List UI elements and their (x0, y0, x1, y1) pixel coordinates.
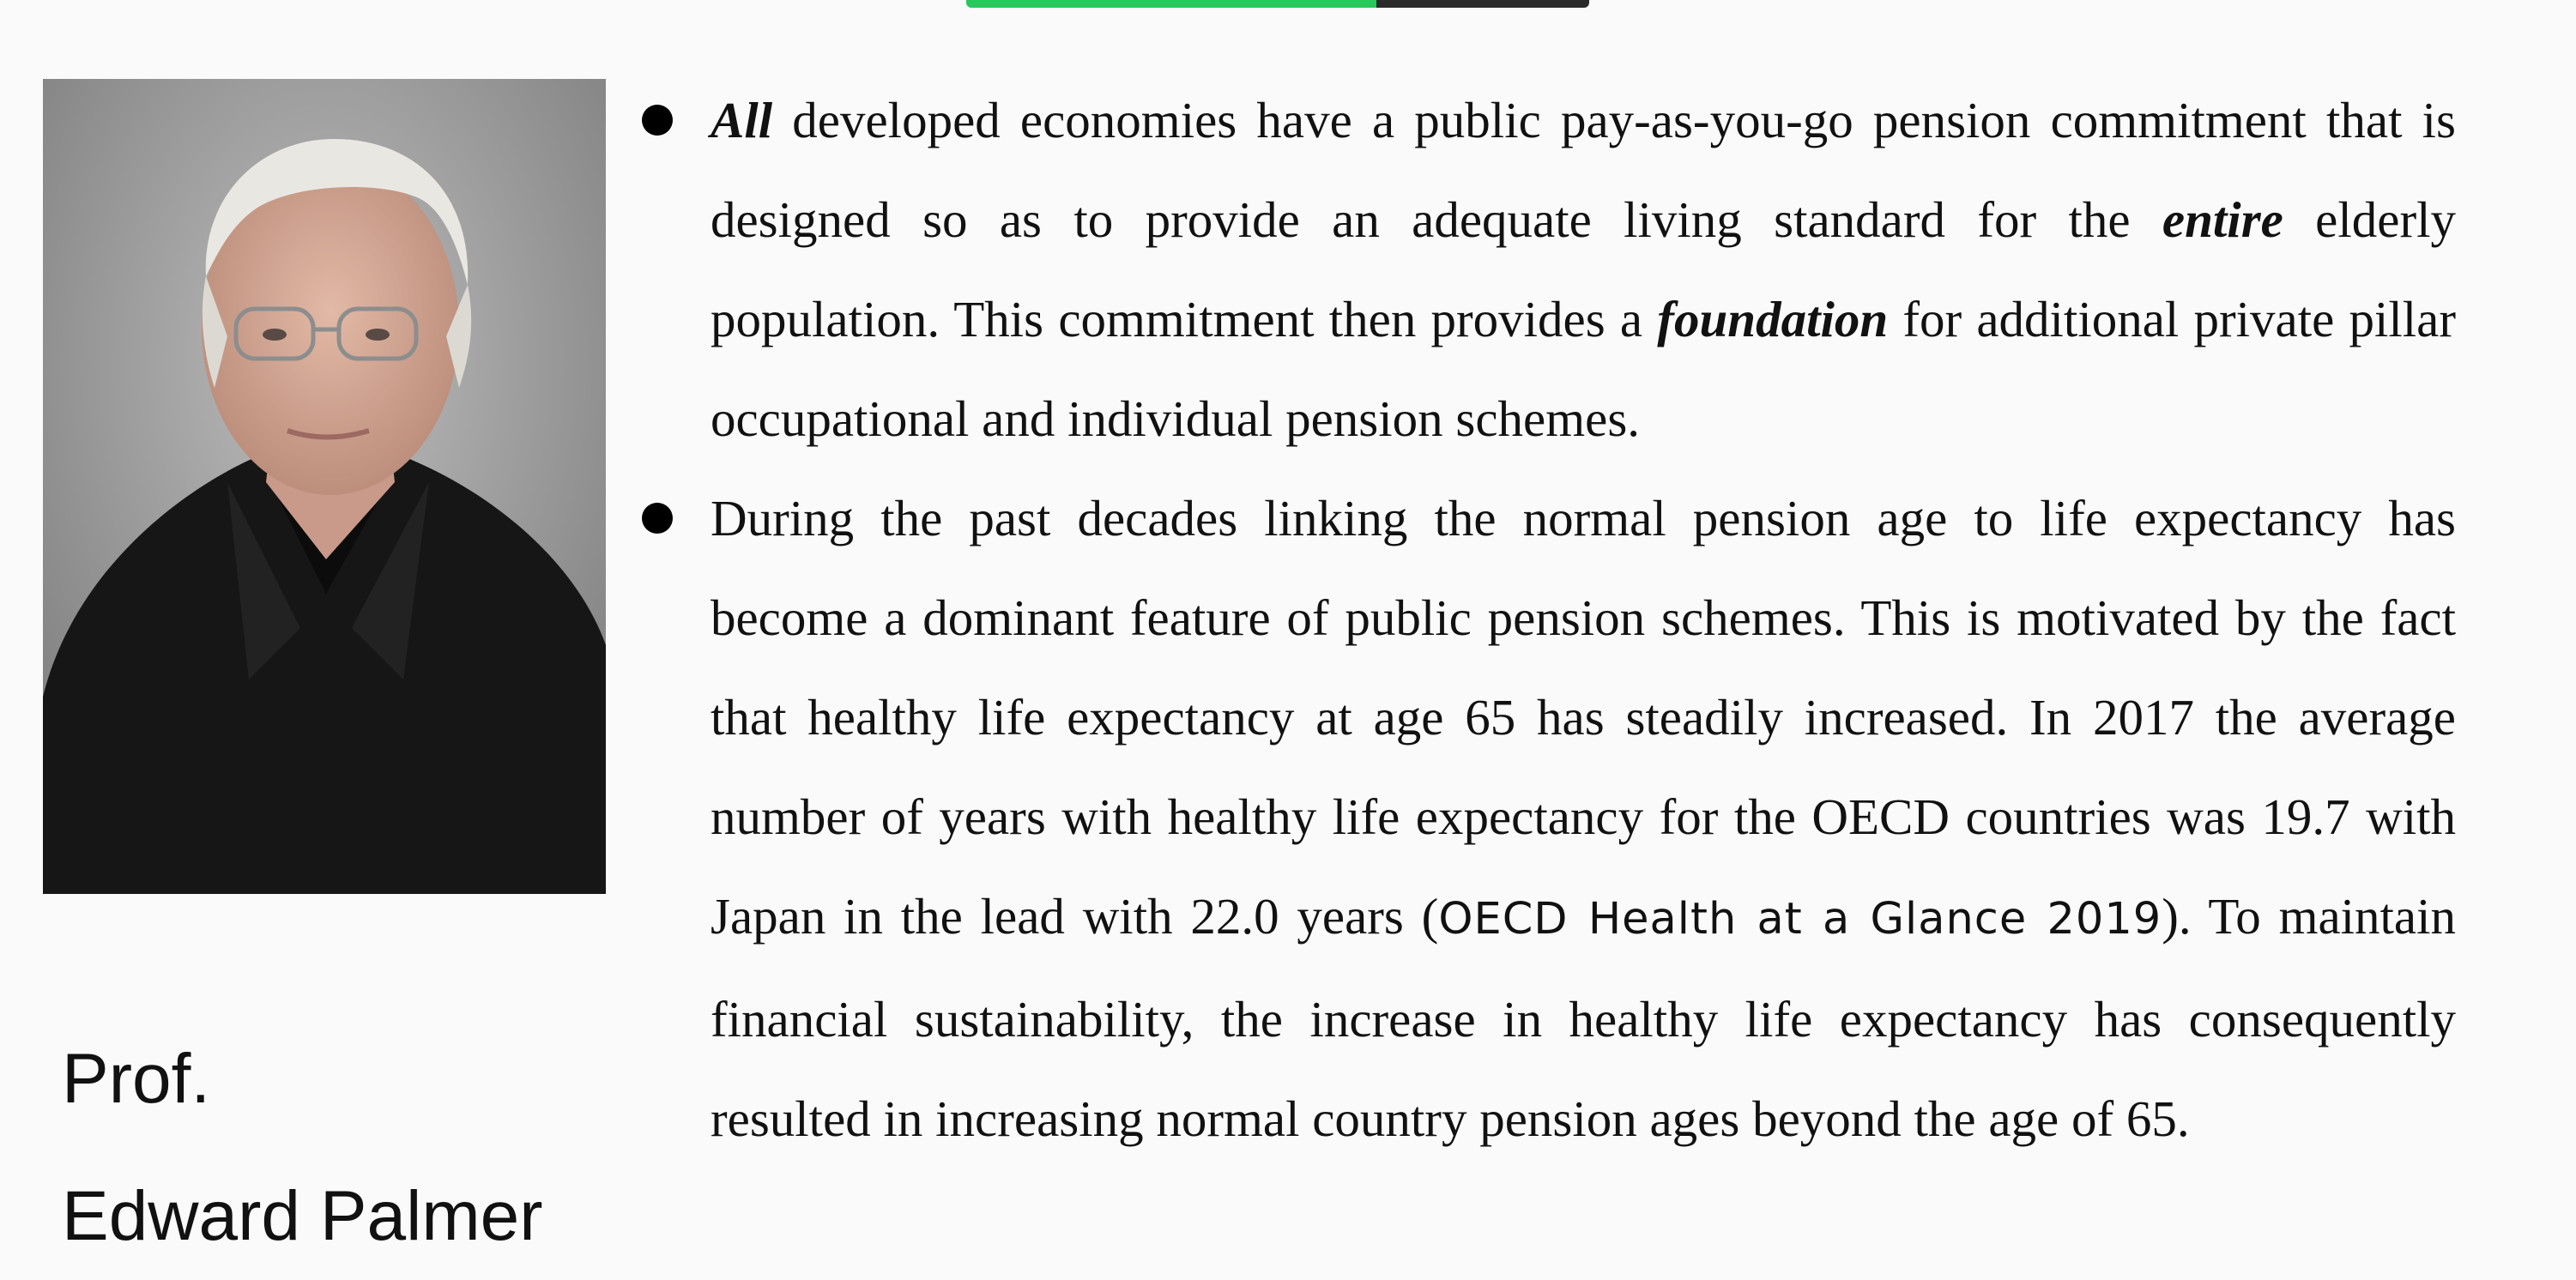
speaker-name: Edward Palmer (62, 1177, 543, 1255)
body-text: During the past decades linking the norm… (711, 490, 2456, 945)
body-text: ). To maintain financial sustainability,… (711, 888, 2457, 1147)
bullet-item: All developed economies have a public pa… (635, 70, 2456, 468)
body-text: developed economies have a public pay-as… (711, 92, 2456, 248)
share-indicator-rest (1376, 0, 1589, 8)
speaker-title: Prof. (62, 1040, 211, 1118)
slide-content: All developed economies have a public pa… (635, 70, 2456, 1168)
citation-text: OECD Health at a Glance 2019 (1438, 894, 2162, 945)
bullet-item: During the past decades linking the norm… (635, 468, 2456, 1168)
bullet-icon (642, 503, 673, 534)
bullet-icon (642, 105, 673, 136)
speaker-name-block: Prof. Edward Palmer (62, 1011, 543, 1280)
portrait-image (43, 79, 606, 894)
speaker-portrait (43, 79, 606, 894)
screen-share-indicator (966, 0, 1589, 8)
body-text: for additional private pillar occupation… (711, 291, 2457, 447)
emphasis-text: entire (2162, 191, 2283, 248)
emphasis-text: foundation (1657, 291, 1889, 347)
share-indicator-active (966, 0, 1376, 8)
body-text: elderly population. This commitment then… (711, 191, 2456, 347)
emphasis-text: All (711, 92, 773, 148)
